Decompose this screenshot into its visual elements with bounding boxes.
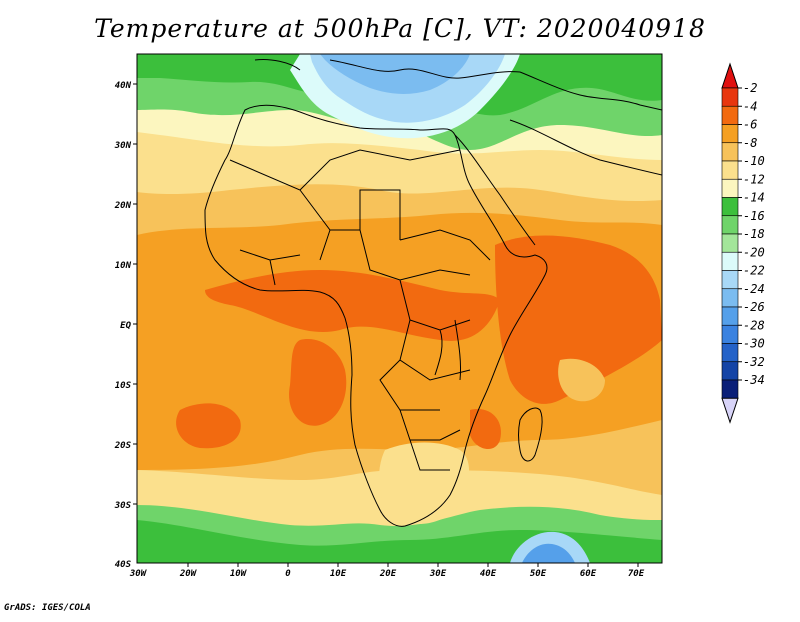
lat-ticks [133,83,137,505]
colorbar-swatch [721,361,739,381]
colorbar-bottom-arrow [721,397,739,424]
colorbar-swatch [721,142,739,162]
colorbar: -2 -4 -6 -8 -10 -12 -14 -16 -18 -20 -22 -24 -26 -28 -3… [721,62,765,424]
colorbar-label: -16 [743,209,765,223]
lon-label: 40E [480,569,497,579]
lon-label: 20E [379,569,397,579]
lat-label: 20N [114,201,132,211]
colorbar-label: -4 [743,99,757,113]
lat-label: EQ [120,321,131,331]
colorbar-label: -10 [743,154,765,168]
lat-label: 20S [114,441,132,451]
colorbar-label: -12 [743,172,765,186]
colorbar-label: -14 [743,191,765,205]
colorbar-label: -20 [743,245,765,259]
colorbar-label: -6 [743,118,757,132]
colorbar-swatch [721,306,739,326]
colorbar-label: -8 [743,136,757,150]
lon-label: 60E [580,569,597,579]
grads-credit: GrADS: IGES/COLA [4,603,91,613]
coastlines [204,59,662,527]
colorbar-label: -2 [743,81,757,95]
lon-label: 30W [129,569,148,579]
colorbar-swatch [721,197,739,217]
lon-label: 30E [429,569,447,579]
map-title: Temperature at 500hPa [C], VT: 202004091… [94,14,706,43]
colorbar-label: -18 [743,227,765,241]
colorbar-top-arrow [721,62,739,89]
colorbar-label: -30 [743,337,765,351]
lat-label: 10S [115,381,132,391]
lon-label: 10E [330,569,347,579]
lat-label: 10N [115,261,132,271]
colorbar-swatch [721,251,739,271]
colorbar-label: -28 [743,318,765,332]
map-frame [136,53,663,564]
lat-axis: 40N 30N 20N 10N EQ 10S 20S 30S 40S [114,81,132,570]
lon-label: 70E [628,569,645,579]
colorbar-swatch [721,160,739,180]
colorbar-label: -34 [743,373,765,387]
colorbar-swatch [721,324,739,344]
colorbar-label: -26 [743,300,765,314]
lon-axis: 30W 20W 10W 0 10E 20E 30E 40E 50E 60E 70… [129,569,645,579]
colorbar-swatch [721,178,739,198]
colorbar-label: -22 [743,264,765,278]
colorbar-swatch [721,379,739,399]
lat-label: 30N [114,141,132,151]
colorbar-swatch [721,215,739,235]
colorbar-swatch [721,105,739,125]
colorbar-swatch [721,87,739,107]
lon-ticks [187,563,639,567]
lon-label: 20W [179,569,198,579]
lon-label: 50E [530,569,547,579]
colorbar-swatch [721,288,739,308]
lat-label: 30S [114,501,132,511]
lat-label: 40N [115,81,132,91]
colorbar-swatch [721,270,739,290]
colorbar-label: -24 [743,282,765,296]
colorbar-label: -32 [743,355,765,369]
lat-label: 40S [115,560,132,570]
colorbar-swatch [721,124,739,144]
lon-label: 0 [285,569,291,579]
lon-label: 10W [230,569,248,579]
temperature-field [137,54,662,563]
colorbar-swatch [721,343,739,363]
colorbar-swatch [721,233,739,253]
